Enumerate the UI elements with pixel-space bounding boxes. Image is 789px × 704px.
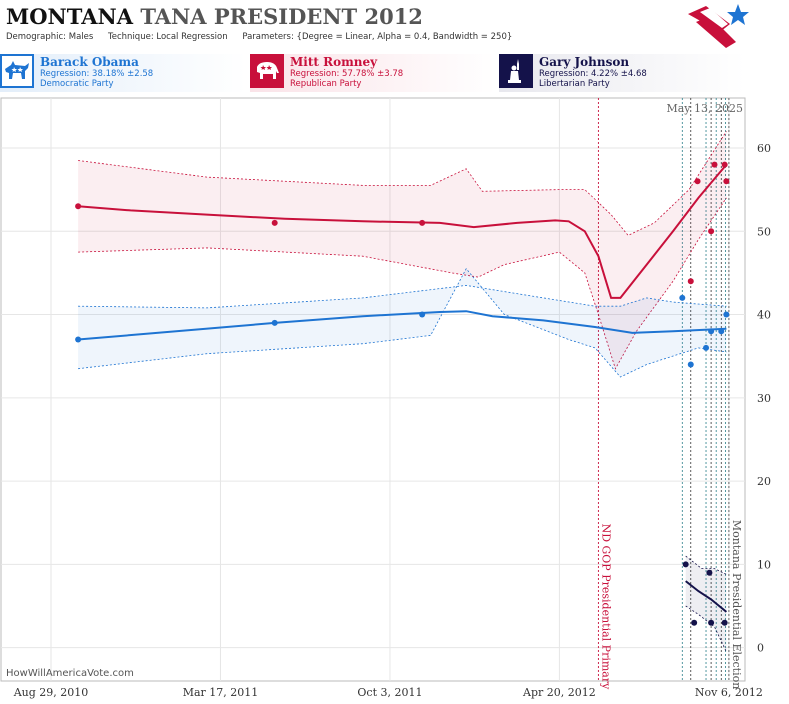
confidence-band bbox=[78, 268, 727, 377]
watermark: HowWillAmericaVote.com bbox=[6, 668, 134, 679]
poll-point bbox=[721, 619, 728, 626]
title-state: MONTANA bbox=[6, 4, 133, 29]
subtitle: Demographic: Males Technique: Local Regr… bbox=[6, 32, 686, 42]
x-tick-label: Oct 3, 2011 bbox=[357, 686, 422, 699]
candidate-name-romney: Mitt Romney bbox=[290, 55, 378, 69]
poll-point bbox=[271, 219, 278, 226]
poll-point bbox=[682, 561, 689, 568]
poll-point bbox=[703, 344, 710, 351]
technique-value: Local Regression bbox=[156, 32, 228, 42]
parameters-value: {Degree = Linear, Alpha = 0.4, Bandwidth… bbox=[296, 32, 513, 42]
poll-point bbox=[708, 328, 715, 335]
trend-line bbox=[685, 580, 728, 613]
poll-chart: 0 10 20 30 40 50 60 Aug 29, 2010 Mar 17, 2011 Oct… bbox=[0, 97, 771, 699]
demographic-value: Males bbox=[68, 32, 94, 42]
y-tick-label: 30 bbox=[757, 392, 771, 405]
candidate-name-obama: Barack Obama bbox=[40, 55, 139, 69]
plot-frame bbox=[0, 97, 746, 682]
confidence-lower-line bbox=[685, 605, 727, 653]
y-tick-label: 0 bbox=[757, 642, 764, 655]
demographic-label: Demographic: bbox=[6, 32, 67, 42]
star-flag-logo-icon bbox=[686, 2, 752, 50]
header: MONTANA TANA PRESIDENT 2012 Demographic:… bbox=[6, 4, 686, 46]
x-tick-label: Aug 29, 2010 bbox=[13, 686, 89, 699]
x-tick-label: Nov 6, 2012 bbox=[695, 686, 763, 699]
poll-point bbox=[718, 328, 725, 335]
trend-line bbox=[78, 163, 728, 299]
page-title: MONTANA TANA PRESIDENT 2012 bbox=[6, 4, 686, 29]
parameters-label: Parameters: bbox=[242, 32, 294, 42]
candidate-regression-romney: Regression: 57.78% ±3.78 bbox=[290, 69, 404, 79]
poll-point bbox=[708, 619, 715, 626]
y-tick-label: 60 bbox=[757, 142, 771, 155]
poll-point bbox=[271, 319, 278, 326]
legend-johnson: Gary Johnson Regression: 4.22% ±4.68 Lib… bbox=[499, 54, 745, 92]
poll-point bbox=[694, 178, 701, 185]
poll-point bbox=[419, 219, 426, 226]
poll-point bbox=[691, 619, 698, 626]
confidence-band bbox=[685, 556, 727, 652]
poll-point bbox=[687, 278, 694, 285]
date-label: May 13, 2025 bbox=[666, 102, 743, 115]
candidate-regression-obama: Regression: 38.18% ±2.58 bbox=[40, 69, 154, 79]
candidate-party-johnson: Libertarian Party bbox=[539, 79, 610, 89]
candidate-party-romney: Republican Party bbox=[290, 79, 362, 89]
poll-point bbox=[711, 161, 718, 168]
confidence-lower-line bbox=[78, 197, 727, 370]
poll-point bbox=[679, 294, 686, 301]
poll-point bbox=[687, 361, 694, 368]
title-rest: TANA PRESIDENT 2012 bbox=[140, 4, 423, 29]
poll-point bbox=[75, 336, 82, 343]
poll-point bbox=[419, 311, 426, 318]
technique-label: Technique: bbox=[108, 32, 154, 42]
y-tick-label: 10 bbox=[757, 558, 771, 571]
statue-of-liberty-icon bbox=[499, 54, 533, 88]
poll-point bbox=[723, 311, 730, 318]
poll-point bbox=[721, 161, 728, 168]
poll-point bbox=[708, 228, 715, 235]
legend-romney: Mitt Romney Regression: 57.78% ±3.78 Rep… bbox=[250, 54, 496, 92]
poll-point bbox=[706, 569, 713, 576]
event-label: ND GOP Presidential Primary bbox=[599, 524, 612, 691]
confidence-band bbox=[78, 131, 727, 369]
event-label: Montana Presidential Election bbox=[730, 520, 743, 689]
x-tick-label: Mar 17, 2011 bbox=[183, 686, 259, 699]
y-tick-label: 40 bbox=[757, 309, 771, 322]
confidence-upper-line bbox=[78, 284, 727, 309]
candidate-name-johnson: Gary Johnson bbox=[539, 55, 630, 69]
candidate-regression-johnson: Regression: 4.22% ±4.68 bbox=[539, 69, 647, 79]
trend-line bbox=[78, 310, 727, 341]
candidate-party-obama: Democratic Party bbox=[40, 79, 114, 89]
confidence-upper-line bbox=[78, 131, 727, 236]
x-tick-label: Apr 20, 2012 bbox=[522, 686, 596, 699]
poll-point bbox=[723, 178, 730, 185]
elephant-icon bbox=[250, 54, 284, 88]
y-tick-label: 50 bbox=[757, 225, 771, 238]
donkey-icon bbox=[0, 54, 34, 88]
y-tick-label: 20 bbox=[757, 475, 771, 488]
poll-point bbox=[75, 203, 82, 210]
legend-obama: Barack Obama Regression: 38.18% ±2.58 De… bbox=[0, 54, 246, 92]
